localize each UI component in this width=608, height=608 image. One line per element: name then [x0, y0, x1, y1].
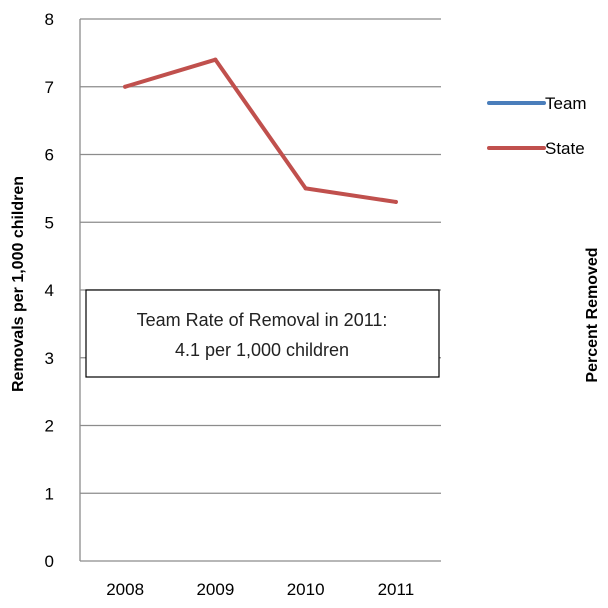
- x-tick-label: 2009: [196, 580, 234, 599]
- legend-label-team: Team: [545, 94, 587, 113]
- annotation-box: Team Rate of Removal in 2011: 4.1 per 1,…: [85, 289, 440, 378]
- data-point-state: [123, 84, 128, 89]
- y-axis-title: Removals per 1,000 children: [10, 176, 27, 392]
- x-tick-label: 2008: [106, 580, 144, 599]
- legend-label-state: State: [545, 139, 585, 158]
- y-tick-label: 5: [45, 213, 54, 232]
- y-tick-label: 0: [45, 552, 54, 571]
- x-tick-labels: 2008 2009 2010 2011: [106, 580, 414, 599]
- y-tick-label: 6: [45, 146, 54, 165]
- y-tick-label: 1: [45, 484, 54, 503]
- series-lines: [123, 57, 398, 204]
- annotation-line-1: Team Rate of Removal in 2011:: [137, 310, 388, 330]
- annotation-line-2: 4.1 per 1,000 children: [175, 340, 349, 360]
- data-point-state: [213, 57, 218, 62]
- y2-axis-title: Percent Removed: [584, 247, 601, 382]
- annotation-frame: [85, 289, 440, 378]
- legend: Team State: [487, 94, 587, 158]
- y-tick-label: 8: [45, 10, 54, 29]
- y-tick-label: 3: [45, 349, 54, 368]
- y-tick-label: 4: [45, 281, 54, 300]
- x-tick-label: 2010: [287, 580, 325, 599]
- series-line-state: [123, 57, 398, 204]
- data-point-state: [393, 199, 398, 204]
- y-tick-labels: 0 1 2 3 4 5 6 7 8: [45, 10, 54, 571]
- data-point-state: [303, 186, 308, 191]
- x-tick-label: 2011: [378, 580, 415, 599]
- y-tick-label: 7: [45, 78, 54, 97]
- y-tick-label: 2: [45, 417, 54, 436]
